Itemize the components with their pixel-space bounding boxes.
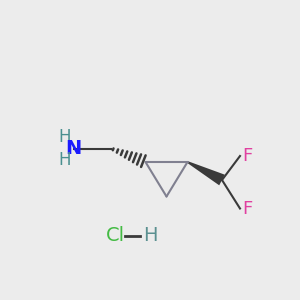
Text: N: N [65,139,82,158]
Text: F: F [242,200,253,217]
Text: H: H [58,128,71,146]
Polygon shape [187,161,225,185]
Text: H: H [143,226,157,245]
Text: Cl: Cl [106,226,125,245]
Text: F: F [242,147,253,165]
Text: H: H [58,151,71,169]
